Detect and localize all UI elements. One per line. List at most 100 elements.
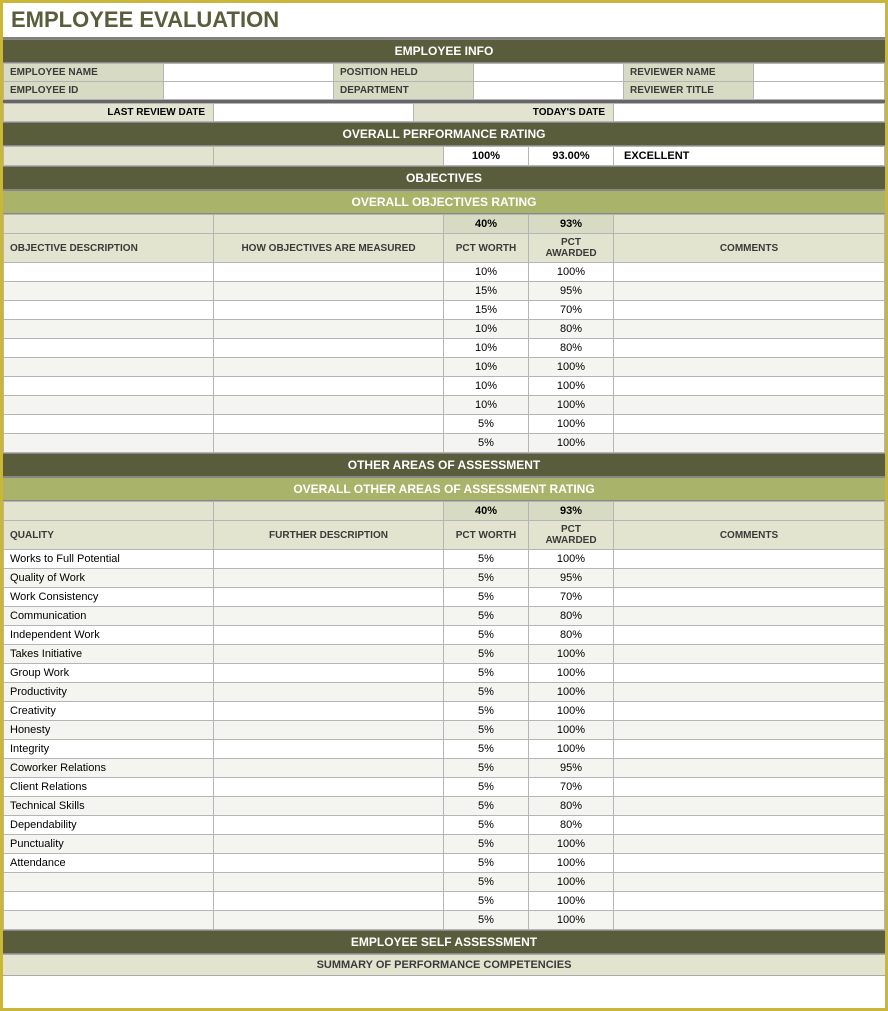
- input-position[interactable]: [474, 64, 624, 82]
- input-today[interactable]: [614, 104, 885, 122]
- pct-awarded-cell[interactable]: 70%: [529, 588, 614, 607]
- pct-awarded-cell[interactable]: 80%: [529, 797, 614, 816]
- further-cell[interactable]: [214, 645, 444, 664]
- further-cell[interactable]: [214, 816, 444, 835]
- pct-awarded-cell[interactable]: 100%: [529, 415, 614, 434]
- input-department[interactable]: [474, 82, 624, 100]
- further-cell[interactable]: [214, 911, 444, 930]
- quality-cell[interactable]: Group Work: [4, 664, 214, 683]
- quality-cell[interactable]: [4, 911, 214, 930]
- pct-worth-cell[interactable]: 5%: [444, 434, 529, 453]
- comments-cell[interactable]: [614, 358, 885, 377]
- quality-cell[interactable]: Creativity: [4, 702, 214, 721]
- objective-desc-cell[interactable]: [4, 263, 214, 282]
- comments-cell[interactable]: [614, 835, 885, 854]
- further-cell[interactable]: [214, 702, 444, 721]
- pct-awarded-cell[interactable]: 100%: [529, 892, 614, 911]
- pct-worth-cell[interactable]: 5%: [444, 664, 529, 683]
- further-cell[interactable]: [214, 550, 444, 569]
- input-employee-id[interactable]: [164, 82, 334, 100]
- pct-worth-cell[interactable]: 5%: [444, 550, 529, 569]
- pct-awarded-cell[interactable]: 100%: [529, 434, 614, 453]
- comments-cell[interactable]: [614, 759, 885, 778]
- measured-cell[interactable]: [214, 377, 444, 396]
- further-cell[interactable]: [214, 740, 444, 759]
- pct-worth-cell[interactable]: 5%: [444, 415, 529, 434]
- quality-cell[interactable]: Productivity: [4, 683, 214, 702]
- quality-cell[interactable]: Work Consistency: [4, 588, 214, 607]
- further-cell[interactable]: [214, 626, 444, 645]
- pct-worth-cell[interactable]: 5%: [444, 835, 529, 854]
- comments-cell[interactable]: [614, 569, 885, 588]
- comments-cell[interactable]: [614, 702, 885, 721]
- comments-cell[interactable]: [614, 797, 885, 816]
- comments-cell[interactable]: [614, 645, 885, 664]
- measured-cell[interactable]: [214, 415, 444, 434]
- comments-cell[interactable]: [614, 892, 885, 911]
- comments-cell[interactable]: [614, 415, 885, 434]
- objective-desc-cell[interactable]: [4, 415, 214, 434]
- quality-cell[interactable]: Client Relations: [4, 778, 214, 797]
- measured-cell[interactable]: [214, 282, 444, 301]
- pct-awarded-cell[interactable]: 95%: [529, 282, 614, 301]
- further-cell[interactable]: [214, 607, 444, 626]
- comments-cell[interactable]: [614, 740, 885, 759]
- measured-cell[interactable]: [214, 263, 444, 282]
- further-cell[interactable]: [214, 569, 444, 588]
- quality-cell[interactable]: Coworker Relations: [4, 759, 214, 778]
- pct-worth-cell[interactable]: 5%: [444, 721, 529, 740]
- pct-worth-cell[interactable]: 5%: [444, 645, 529, 664]
- comments-cell[interactable]: [614, 550, 885, 569]
- quality-cell[interactable]: Communication: [4, 607, 214, 626]
- pct-awarded-cell[interactable]: 100%: [529, 740, 614, 759]
- further-cell[interactable]: [214, 588, 444, 607]
- pct-awarded-cell[interactable]: 80%: [529, 816, 614, 835]
- pct-worth-cell[interactable]: 5%: [444, 911, 529, 930]
- pct-worth-cell[interactable]: 5%: [444, 626, 529, 645]
- further-cell[interactable]: [214, 664, 444, 683]
- comments-cell[interactable]: [614, 683, 885, 702]
- quality-cell[interactable]: Attendance: [4, 854, 214, 873]
- pct-worth-cell[interactable]: 5%: [444, 569, 529, 588]
- pct-worth-cell[interactable]: 10%: [444, 377, 529, 396]
- input-reviewer-title[interactable]: [754, 82, 885, 100]
- pct-awarded-cell[interactable]: 80%: [529, 320, 614, 339]
- pct-awarded-cell[interactable]: 100%: [529, 911, 614, 930]
- comments-cell[interactable]: [614, 664, 885, 683]
- pct-awarded-cell[interactable]: 100%: [529, 721, 614, 740]
- comments-cell[interactable]: [614, 320, 885, 339]
- measured-cell[interactable]: [214, 339, 444, 358]
- further-cell[interactable]: [214, 873, 444, 892]
- pct-awarded-cell[interactable]: 70%: [529, 301, 614, 320]
- quality-cell[interactable]: Honesty: [4, 721, 214, 740]
- quality-cell[interactable]: Quality of Work: [4, 569, 214, 588]
- comments-cell[interactable]: [614, 377, 885, 396]
- pct-awarded-cell[interactable]: 100%: [529, 683, 614, 702]
- pct-awarded-cell[interactable]: 100%: [529, 358, 614, 377]
- pct-worth-cell[interactable]: 5%: [444, 607, 529, 626]
- quality-cell[interactable]: [4, 873, 214, 892]
- pct-awarded-cell[interactable]: 100%: [529, 645, 614, 664]
- further-cell[interactable]: [214, 759, 444, 778]
- pct-worth-cell[interactable]: 10%: [444, 396, 529, 415]
- comments-cell[interactable]: [614, 854, 885, 873]
- objective-desc-cell[interactable]: [4, 358, 214, 377]
- measured-cell[interactable]: [214, 301, 444, 320]
- pct-worth-cell[interactable]: 5%: [444, 816, 529, 835]
- pct-worth-cell[interactable]: 10%: [444, 358, 529, 377]
- pct-awarded-cell[interactable]: 100%: [529, 377, 614, 396]
- input-reviewer-name[interactable]: [754, 64, 885, 82]
- self-assessment-body[interactable]: [3, 976, 885, 1008]
- pct-worth-cell[interactable]: 5%: [444, 588, 529, 607]
- quality-cell[interactable]: Dependability: [4, 816, 214, 835]
- objective-desc-cell[interactable]: [4, 434, 214, 453]
- objective-desc-cell[interactable]: [4, 377, 214, 396]
- input-employee-name[interactable]: [164, 64, 334, 82]
- pct-worth-cell[interactable]: 10%: [444, 263, 529, 282]
- comments-cell[interactable]: [614, 301, 885, 320]
- pct-awarded-cell[interactable]: 100%: [529, 835, 614, 854]
- pct-awarded-cell[interactable]: 100%: [529, 873, 614, 892]
- further-cell[interactable]: [214, 854, 444, 873]
- pct-worth-cell[interactable]: 15%: [444, 301, 529, 320]
- further-cell[interactable]: [214, 778, 444, 797]
